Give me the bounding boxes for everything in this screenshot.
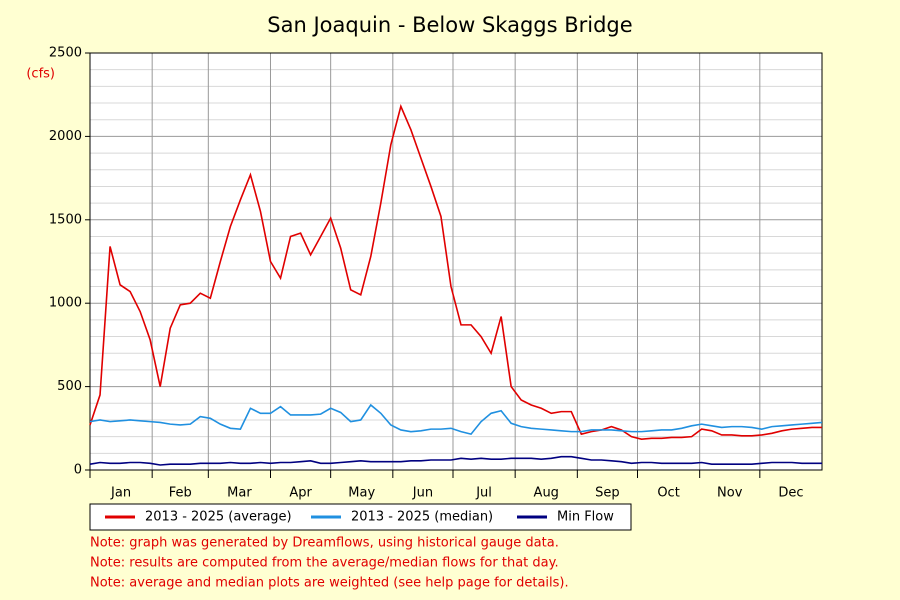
x-tick-label: Jan <box>110 486 131 501</box>
note: Note: results are computed from the aver… <box>90 556 559 571</box>
legend-label: 2013 - 2025 (median) <box>351 510 493 525</box>
series-line <box>89 455 822 466</box>
y-tick-label: 1500 <box>49 212 82 227</box>
x-tick-label: Sep <box>595 486 620 501</box>
x-tick-label: Jun <box>412 486 433 501</box>
y-tick-label: 2500 <box>49 46 82 61</box>
series-line <box>89 103 822 440</box>
y-tick-label: 0 <box>74 463 82 478</box>
y-unit: (cfs) <box>26 67 55 82</box>
legend-label: Min Flow <box>557 510 614 525</box>
x-tick-label: Aug <box>534 486 559 501</box>
y-tick-label: 500 <box>57 379 82 394</box>
x-tick-label: Dec <box>778 486 803 501</box>
x-tick-label: Oct <box>657 486 679 501</box>
y-tick-label: 1000 <box>49 296 82 311</box>
x-tick-label: Jul <box>475 486 492 501</box>
chart-title: San Joaquin - Below Skaggs Bridge <box>267 13 632 37</box>
note: Note: average and median plots are weigh… <box>90 576 569 591</box>
x-tick-label: Mar <box>227 486 252 501</box>
series-line <box>89 403 823 436</box>
plot-area <box>90 53 822 470</box>
x-tick-label: Feb <box>169 486 192 501</box>
x-tick-label: May <box>348 486 375 501</box>
x-tick-label: Apr <box>289 486 312 501</box>
legend-label: 2013 - 2025 (average) <box>145 510 292 525</box>
x-tick-label: Nov <box>717 486 743 501</box>
plot-frame <box>89 52 823 471</box>
y-tick-label: 2000 <box>49 129 82 144</box>
note: Note: graph was generated by Dreamflows,… <box>90 536 559 551</box>
